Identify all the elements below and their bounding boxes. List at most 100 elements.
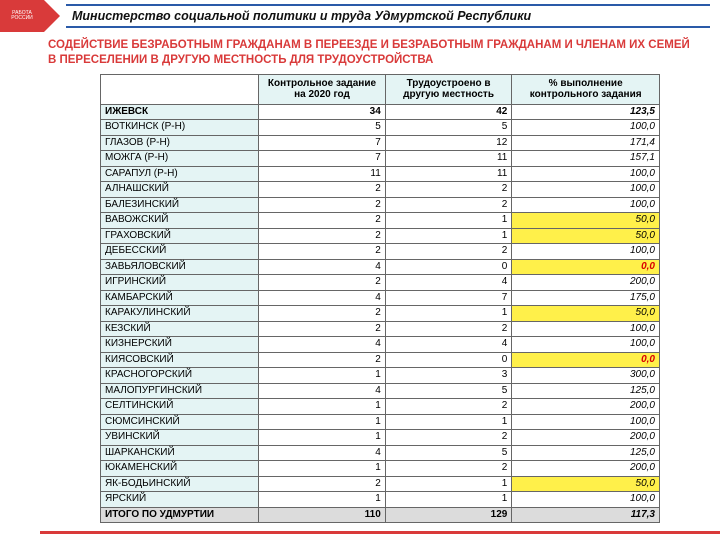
row-c3: 125,0 bbox=[512, 445, 660, 461]
row-c3: 123,5 bbox=[512, 104, 660, 120]
row-name: ВОТКИНСК (Р-Н) bbox=[101, 120, 259, 136]
row-c1: 11 bbox=[259, 166, 386, 182]
table-row: ВОТКИНСК (Р-Н)55100,0 bbox=[101, 120, 660, 136]
row-c1: 2 bbox=[259, 182, 386, 198]
row-c2: 2 bbox=[385, 430, 512, 446]
row-c3: 157,1 bbox=[512, 151, 660, 167]
row-name: ШАРКАНСКИЙ bbox=[101, 445, 259, 461]
row-c2: 0 bbox=[385, 352, 512, 368]
logo-text-bottom: РОССИИ bbox=[11, 16, 33, 21]
row-c3: 50,0 bbox=[512, 228, 660, 244]
row-c3: 50,0 bbox=[512, 306, 660, 322]
row-name: СЮМСИНСКИЙ bbox=[101, 414, 259, 430]
row-c1: 4 bbox=[259, 259, 386, 275]
row-c2: 5 bbox=[385, 445, 512, 461]
table-row: КАМБАРСКИЙ47175,0 bbox=[101, 290, 660, 306]
row-c1: 1 bbox=[259, 399, 386, 415]
row-c2: 2 bbox=[385, 182, 512, 198]
row-c2: 5 bbox=[385, 120, 512, 136]
col-employed: Трудоустроено в другую местность bbox=[385, 74, 512, 104]
row-c3: 0,0 bbox=[512, 352, 660, 368]
table-row: КИЯСОВСКИЙ200,0 bbox=[101, 352, 660, 368]
table-row: ЯРСКИЙ11100,0 bbox=[101, 492, 660, 508]
row-c2: 12 bbox=[385, 135, 512, 151]
row-c2: 1 bbox=[385, 476, 512, 492]
row-name: ГРАХОВСКИЙ bbox=[101, 228, 259, 244]
row-c1: 2 bbox=[259, 321, 386, 337]
row-c3: 300,0 bbox=[512, 368, 660, 384]
row-c1: 34 bbox=[259, 104, 386, 120]
col-control: Контрольное задание на 2020 год bbox=[259, 74, 386, 104]
row-name: ГЛАЗОВ (Р-Н) bbox=[101, 135, 259, 151]
header-bar: РАБОТА РОССИИ Министерство социальной по… bbox=[0, 0, 720, 32]
row-c1: 2 bbox=[259, 228, 386, 244]
row-c3: 100,0 bbox=[512, 166, 660, 182]
row-name: УВИНСКИЙ bbox=[101, 430, 259, 446]
row-name: АЛНАШСКИЙ bbox=[101, 182, 259, 198]
row-name: КРАСНОГОРСКИЙ bbox=[101, 368, 259, 384]
col-percent: % выполнение контрольного задания bbox=[512, 74, 660, 104]
table-row: СЮМСИНСКИЙ11100,0 bbox=[101, 414, 660, 430]
ministry-title: Министерство социальной политики и труда… bbox=[72, 9, 531, 23]
totals-name: ИТОГО ПО УДМУРТИИ bbox=[101, 507, 259, 523]
row-c1: 2 bbox=[259, 306, 386, 322]
col-empty bbox=[101, 74, 259, 104]
row-name: ВАВОЖСКИЙ bbox=[101, 213, 259, 229]
row-c1: 4 bbox=[259, 445, 386, 461]
table-row: МОЖГА (Р-Н)711157,1 bbox=[101, 151, 660, 167]
row-c1: 1 bbox=[259, 430, 386, 446]
row-c2: 2 bbox=[385, 321, 512, 337]
row-c2: 1 bbox=[385, 492, 512, 508]
table-row: ИЖЕВСК3442123,5 bbox=[101, 104, 660, 120]
table-row: КЕЗСКИЙ22100,0 bbox=[101, 321, 660, 337]
row-c2: 2 bbox=[385, 399, 512, 415]
row-name: СЕЛТИНСКИЙ bbox=[101, 399, 259, 415]
row-c2: 5 bbox=[385, 383, 512, 399]
row-c3: 100,0 bbox=[512, 337, 660, 353]
table-row: ГРАХОВСКИЙ2150,0 bbox=[101, 228, 660, 244]
row-c1: 1 bbox=[259, 492, 386, 508]
table-row: УВИНСКИЙ12200,0 bbox=[101, 430, 660, 446]
row-c3: 50,0 bbox=[512, 213, 660, 229]
row-name: КАМБАРСКИЙ bbox=[101, 290, 259, 306]
row-c2: 0 bbox=[385, 259, 512, 275]
row-c1: 2 bbox=[259, 244, 386, 260]
row-name: КИЗНЕРСКИЙ bbox=[101, 337, 259, 353]
table-row: ИГРИНСКИЙ24200,0 bbox=[101, 275, 660, 291]
row-c3: 100,0 bbox=[512, 197, 660, 213]
row-name: КЕЗСКИЙ bbox=[101, 321, 259, 337]
table-row: ЯК-БОДЬИНСКИЙ2150,0 bbox=[101, 476, 660, 492]
row-c2: 2 bbox=[385, 461, 512, 477]
row-name: МАЛОПУРГИНСКИЙ bbox=[101, 383, 259, 399]
row-c3: 200,0 bbox=[512, 461, 660, 477]
totals-c3: 117,3 bbox=[512, 507, 660, 523]
row-c3: 100,0 bbox=[512, 244, 660, 260]
table-row: КРАСНОГОРСКИЙ13300,0 bbox=[101, 368, 660, 384]
row-c3: 100,0 bbox=[512, 120, 660, 136]
row-name: ЯК-БОДЬИНСКИЙ bbox=[101, 476, 259, 492]
table-row: БАЛЕЗИНСКИЙ22100,0 bbox=[101, 197, 660, 213]
row-name: ИГРИНСКИЙ bbox=[101, 275, 259, 291]
row-c3: 100,0 bbox=[512, 321, 660, 337]
table-row: ЮКАМЕНСКИЙ12200,0 bbox=[101, 461, 660, 477]
row-name: МОЖГА (Р-Н) bbox=[101, 151, 259, 167]
row-name: ИЖЕВСК bbox=[101, 104, 259, 120]
row-c2: 3 bbox=[385, 368, 512, 384]
table-wrap: Контрольное задание на 2020 год Трудоуст… bbox=[0, 72, 720, 524]
footer-red-line bbox=[40, 531, 720, 534]
table-row: АЛНАШСКИЙ22100,0 bbox=[101, 182, 660, 198]
totals-c1: 110 bbox=[259, 507, 386, 523]
row-name: ЮКАМЕНСКИЙ bbox=[101, 461, 259, 477]
row-name: КИЯСОВСКИЙ bbox=[101, 352, 259, 368]
row-c1: 5 bbox=[259, 120, 386, 136]
row-c1: 2 bbox=[259, 476, 386, 492]
row-name: КАРАКУЛИНСКИЙ bbox=[101, 306, 259, 322]
row-c2: 1 bbox=[385, 228, 512, 244]
row-c3: 200,0 bbox=[512, 275, 660, 291]
table-row: КИЗНЕРСКИЙ44100,0 bbox=[101, 337, 660, 353]
row-c2: 11 bbox=[385, 151, 512, 167]
row-c1: 2 bbox=[259, 352, 386, 368]
row-c3: 100,0 bbox=[512, 414, 660, 430]
row-c1: 4 bbox=[259, 290, 386, 306]
row-c1: 2 bbox=[259, 213, 386, 229]
